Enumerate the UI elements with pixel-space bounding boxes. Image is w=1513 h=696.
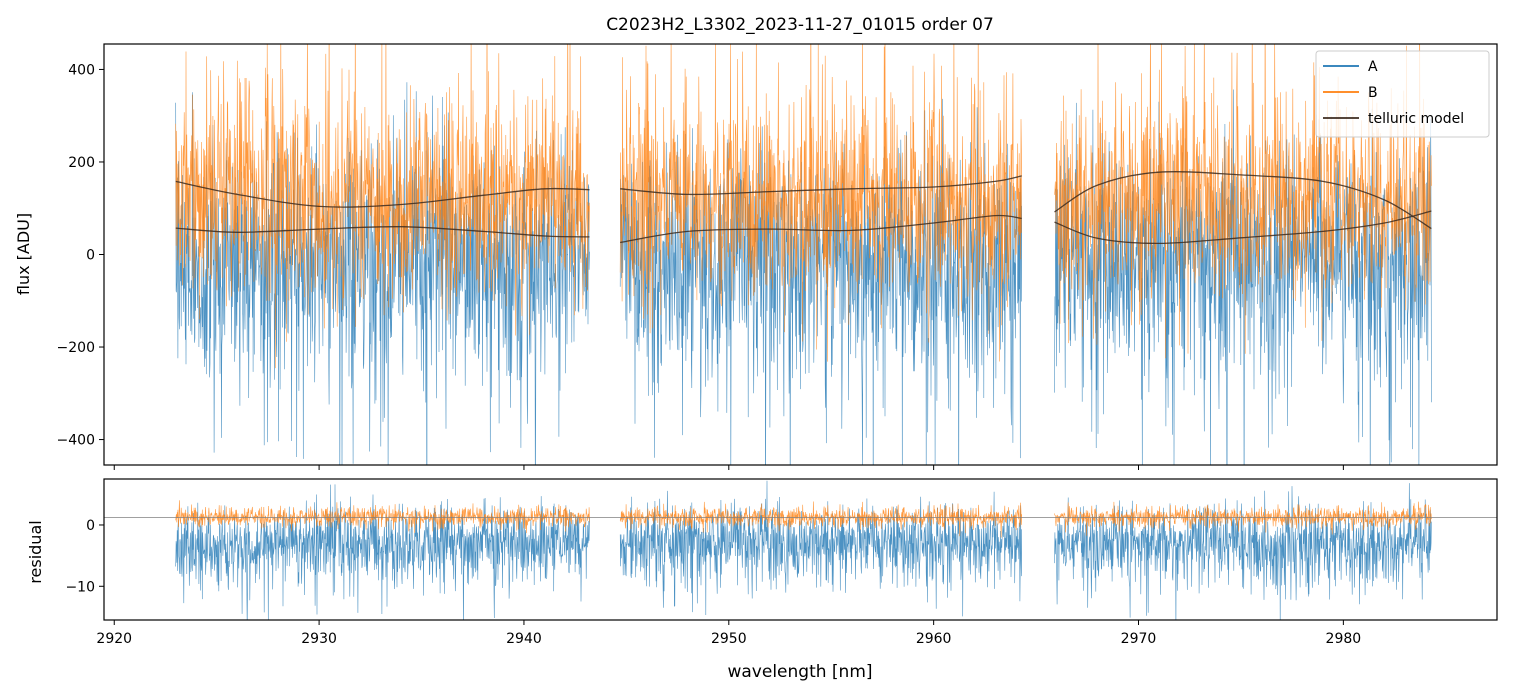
series-a-residual-segment-3	[1054, 483, 1432, 620]
x-tick-label: 2920	[96, 631, 132, 647]
legend-label-model: telluric model	[1368, 111, 1464, 127]
flux-x-ticks	[113, 465, 1344, 470]
telluric-model-curve-5	[1054, 171, 1432, 230]
residual-y-tick-label: −10	[65, 579, 95, 595]
telluric-model-curve-6	[1054, 210, 1432, 245]
legend-label-a: A	[1368, 59, 1378, 75]
residual-y-ticks: −10 0	[65, 518, 104, 595]
residual-y-tick-label: 0	[86, 518, 95, 534]
legend-label-b: B	[1368, 85, 1378, 101]
telluric-model-curve-2	[175, 226, 590, 238]
residual-panel: −10 0 2920 2930 2940 2950 2960 2970 2980 residu…	[26, 478, 1498, 647]
x-axis-label: wavelength [nm]	[727, 662, 872, 682]
x-tick-label: 2940	[506, 631, 542, 647]
series-b-residual-segment-3	[1054, 501, 1432, 536]
flux-y-tick-label: 400	[68, 62, 95, 78]
telluric-model-curve-4	[620, 214, 1022, 244]
x-tick-label: 2980	[1326, 631, 1362, 647]
flux-panel: −400 −200 0 200 400 flux [ADU] A B telluric …	[14, 43, 1498, 470]
chart-title: C2023H2_L3302_2023-11-27_01015 order 07	[606, 15, 994, 35]
residual-plot-frame	[103, 478, 1498, 621]
series-a-residual-segment-2	[619, 480, 1022, 617]
flux-y-tick-label: −400	[57, 433, 95, 449]
legend: A B telluric model	[1315, 50, 1490, 138]
residual-series-group	[175, 480, 1432, 620]
series-b-residual-segment-1	[175, 500, 590, 534]
x-tick-label: 2960	[916, 631, 952, 647]
x-tick-label: 2930	[301, 631, 337, 647]
x-tick-label: 2950	[711, 631, 747, 647]
flux-y-tick-label: 200	[68, 155, 95, 171]
telluric-model-group	[175, 171, 1432, 245]
flux-y-axis-label: flux [ADU]	[14, 213, 33, 295]
series-a-flux-segment-1	[175, 82, 590, 465]
x-tick-label: 2970	[1121, 631, 1157, 647]
flux-y-tick-label: −200	[57, 340, 95, 356]
residual-y-axis-label: residual	[26, 520, 45, 583]
series-b-flux-segment-1	[175, 44, 590, 369]
legend-box	[1315, 50, 1490, 138]
flux-y-ticks: −400 −200 0 200 400	[57, 62, 104, 449]
flux-data	[175, 44, 1432, 465]
flux-y-tick-label: 0	[86, 248, 95, 264]
telluric-model-curve-1	[175, 180, 590, 208]
series-b-flux-segment-2	[619, 44, 1022, 362]
series-a-flux-segment-2	[619, 98, 1022, 465]
residual-x-ticks: 2920 2930 2940 2950 2960 2970 2980	[96, 620, 1361, 647]
series-a-residual-segment-1	[175, 484, 590, 620]
residual-data	[104, 480, 1497, 620]
telluric-model-curve-3	[620, 175, 1022, 196]
